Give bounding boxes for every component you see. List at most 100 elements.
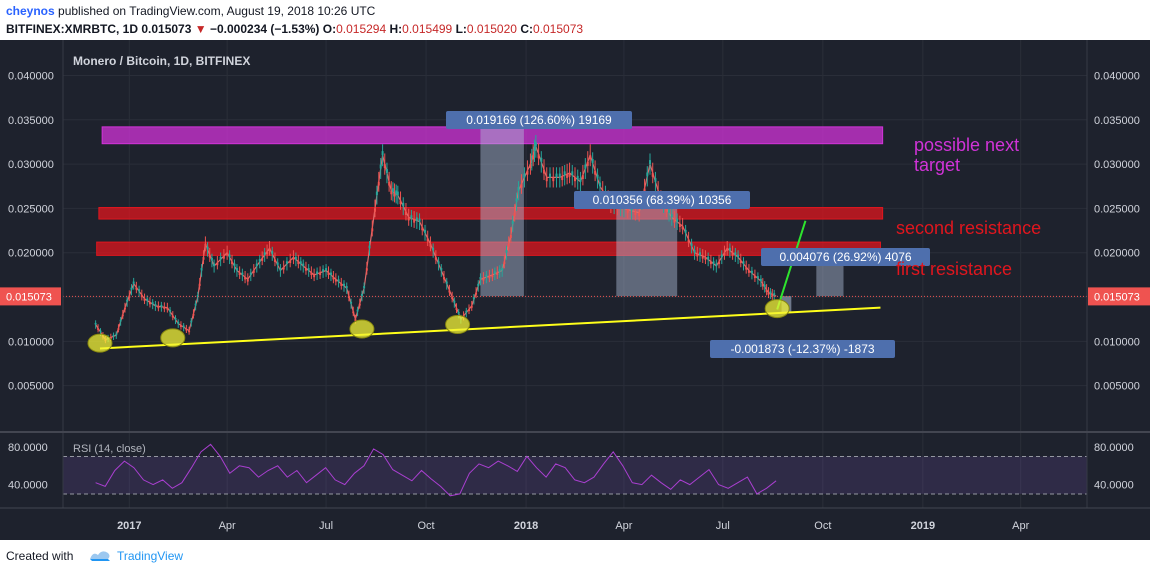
candle-body (302, 263, 305, 267)
x-tick-label: 2018 (514, 520, 538, 532)
candle-body (109, 337, 112, 339)
candle-body (365, 268, 368, 271)
measure-label: 0.010356 (68.39%) 10356 (593, 193, 732, 207)
candle-body (718, 261, 721, 265)
rsi-tick-label-left: 80.0000 (8, 442, 48, 454)
candle-body (678, 223, 681, 228)
candle-body (684, 229, 687, 233)
low-value: 0.015020 (466, 22, 517, 36)
candle-body (699, 252, 702, 255)
open-value: 0.015294 (336, 22, 387, 36)
candle-body (596, 174, 599, 179)
candle-body (545, 177, 548, 182)
candle-body (532, 155, 535, 160)
candle-body (634, 211, 637, 216)
candle-body (451, 297, 454, 300)
candle-body (233, 263, 236, 267)
last-price-tag-left: 0.015073 (6, 291, 52, 303)
candle-body (208, 254, 211, 258)
candle-body (475, 292, 478, 295)
chart-header: cheynos published on TradingView.com, Au… (0, 0, 1150, 40)
tradingview-link[interactable]: TradingView (117, 549, 184, 563)
candle-body (146, 298, 149, 301)
x-tick-label: Oct (418, 520, 435, 532)
candle-body (268, 248, 271, 252)
candle-body (399, 200, 402, 205)
touch-point-circle (445, 315, 471, 335)
measure-label: -0.001873 (-12.37%) -1873 (730, 342, 874, 356)
candle-body (329, 272, 332, 275)
rsi-tick-label-left: 40.0000 (8, 480, 48, 492)
candle-body (154, 304, 157, 306)
candle-body (196, 295, 199, 298)
candle-body (643, 188, 646, 193)
candle-body (354, 319, 357, 321)
candle-body (496, 272, 499, 276)
measure-label-bg (761, 248, 930, 266)
price-change: −0.000234 (−1.53%) (209, 22, 320, 36)
y-tick-label-left: 0.035000 (8, 115, 54, 127)
candle-body (160, 304, 163, 307)
candle-body (204, 243, 207, 247)
candle-body (391, 188, 394, 192)
measure-label: 0.019169 (126.60%) 19169 (466, 113, 612, 127)
created-with-text: Created with (6, 549, 74, 563)
candle-body (407, 217, 410, 221)
author-link[interactable]: cheynos (6, 4, 55, 18)
candle-body (347, 295, 350, 298)
price-chart[interactable]: 0.040000 0.040000 0.035000 0.035000 0.030000… (0, 40, 1150, 540)
candle-body (337, 279, 340, 282)
touch-point-circle (87, 333, 113, 353)
candle-body (681, 226, 684, 230)
candle-body (747, 270, 750, 273)
candle-body (529, 164, 532, 169)
candle-body (523, 173, 526, 178)
measure-label-bg (710, 340, 895, 358)
candle-body (505, 250, 508, 253)
measure-label-bg (574, 191, 750, 209)
candle-body (294, 256, 297, 260)
candle-body (210, 257, 213, 261)
candle-body (174, 317, 177, 320)
candle-body (668, 209, 671, 213)
candle-body (493, 271, 496, 274)
candle-body (491, 274, 494, 278)
candle-body (388, 181, 391, 186)
candle-body (517, 187, 520, 191)
y-tick-label-left: 0.030000 (8, 159, 54, 171)
candle-body (712, 261, 715, 264)
candle-body (200, 268, 203, 271)
candle-body (282, 267, 285, 270)
candle-body (332, 277, 335, 280)
candle-body (112, 334, 115, 337)
candle-body (356, 309, 359, 312)
candle-body (457, 311, 460, 314)
candle-body (381, 151, 384, 156)
touch-point-circle (349, 319, 375, 339)
candle-body (143, 298, 146, 301)
candle-body (771, 294, 774, 297)
candle-body (472, 297, 475, 300)
candle-body (673, 219, 676, 223)
candle-body (115, 333, 118, 336)
candle-body (371, 228, 374, 232)
low-label: L: (455, 22, 467, 36)
candle-body (704, 257, 707, 260)
y-tick-label-right: 0.040000 (1094, 70, 1140, 82)
high-value: 0.015499 (402, 22, 453, 36)
candle-body (375, 191, 378, 196)
candle-body (507, 243, 510, 247)
candle-body (238, 272, 241, 276)
measure-box (616, 203, 678, 297)
footer: Created with TradingView (0, 540, 1150, 574)
support-trendline (99, 306, 881, 350)
x-tick-label: Apr (615, 520, 632, 532)
candle-body (385, 169, 388, 173)
candle-body (701, 256, 704, 259)
candle-body (402, 202, 405, 207)
candle-body (437, 261, 440, 264)
candle-body (765, 289, 768, 292)
candle-body (185, 328, 188, 331)
tradingview-logo-icon[interactable] (88, 547, 112, 563)
candle-body (479, 277, 482, 280)
